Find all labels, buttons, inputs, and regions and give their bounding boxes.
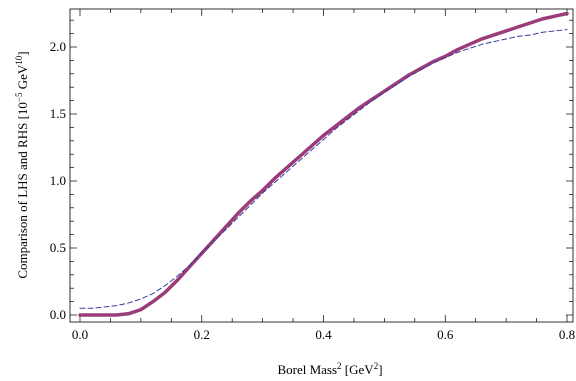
plot-frame xyxy=(69,8,574,323)
axis-ticks: 0.0 0.2 0.4 0.6 0.8 0.0 0.5 1.0 1.5 2.0 xyxy=(50,9,575,342)
x-tick-label: 0.4 xyxy=(315,327,332,342)
x-tick-label: 0.0 xyxy=(72,327,88,342)
dashed-series-line xyxy=(79,29,568,309)
x-tick-label: 0.8 xyxy=(559,327,575,342)
solid-series-line xyxy=(78,11,569,317)
x-axis-label: Borel Mass2 [GeV2] xyxy=(277,361,382,377)
y-tick-label: 1.5 xyxy=(50,106,66,121)
y-tick-label: 2.0 xyxy=(50,39,66,54)
x-tick-label: 0.2 xyxy=(194,327,210,342)
y-axis-label: Comparison of LHS and RHS [10−5 GeV10] xyxy=(14,51,30,278)
y-tick-label: 1.0 xyxy=(50,173,66,188)
series-group xyxy=(78,11,569,317)
y-tick-label: 0.5 xyxy=(50,240,66,255)
y-tick-label: 0.0 xyxy=(50,307,66,322)
x-tick-label: 0.6 xyxy=(437,327,454,342)
